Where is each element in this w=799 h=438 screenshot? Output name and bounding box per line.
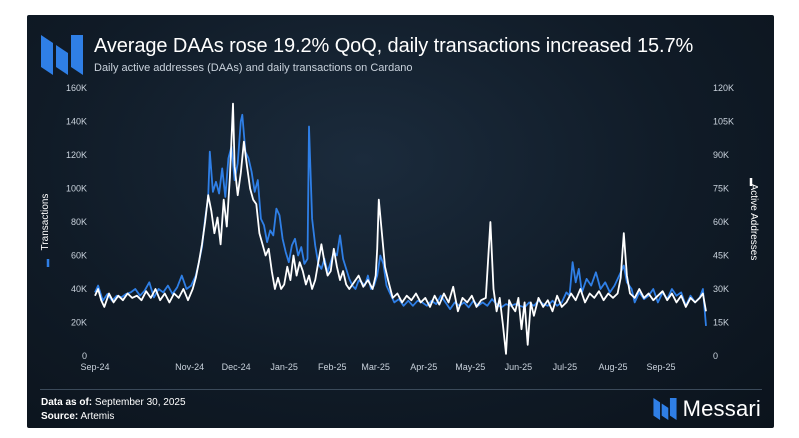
y-right-tick-label: 15K [713, 318, 729, 328]
active-addresses-line [94, 102, 707, 355]
y-right-tick-label: 105K [713, 117, 734, 127]
x-tick-label: Feb-25 [318, 362, 347, 372]
messari-brand-icon [653, 398, 677, 420]
x-tick-label: Nov-24 [175, 362, 204, 372]
x-tick-label: Apr-25 [410, 362, 437, 372]
x-tick-label: Sep-25 [647, 362, 676, 372]
x-tick-label: Jul-25 [553, 362, 578, 372]
y-left-tick-label: 120K [66, 150, 87, 160]
data-as-of: Data as of: September 30, 2025 [41, 397, 186, 408]
footer-divider [40, 389, 762, 390]
y-left-tick-label: 20K [71, 318, 87, 328]
y-right-tick-label: 75K [713, 184, 729, 194]
x-tick-label: Aug-25 [598, 362, 627, 372]
y-left-tick-label: 0 [82, 351, 87, 361]
y-right-tick-label: 45K [713, 251, 729, 261]
y-left-tick-label: 40K [71, 284, 87, 294]
y-left-axis-title: Transactions [40, 194, 51, 251]
x-tick-label: Jun-25 [505, 362, 533, 372]
line-chart: 0 20K 40K 60K 80K 100K 120K 140K 160K 0 15K 30K 45K 6… [40, 83, 759, 372]
chart-subtitle: Daily active addresses (DAAs) and daily … [94, 62, 413, 74]
x-tick-label: Dec-24 [222, 362, 251, 372]
y-right-tick-label: 90K [713, 150, 729, 160]
y-left-tick-label: 80K [71, 217, 87, 227]
y-left-tick-label: 140K [66, 117, 87, 127]
brand-name: Messari [682, 396, 761, 421]
y-right-tick-label: 60K [713, 217, 729, 227]
transactions-line [94, 113, 707, 326]
x-tick-label: Sep-24 [80, 362, 109, 372]
y-right-axis-title: Active Addresses [748, 184, 759, 261]
x-tick-label: Mar-25 [361, 362, 390, 372]
brand-mark: Messari [653, 396, 761, 422]
y-left-tick-label: 160K [66, 83, 87, 93]
y-left-tick-label: 60K [71, 251, 87, 261]
y-right-tick-label: 0 [713, 351, 718, 361]
source-note: Source: Artemis [41, 411, 115, 422]
messari-logo-icon [41, 35, 83, 75]
chart-card: Average DAAs rose 19.2% QoQ, daily trans… [27, 15, 774, 428]
y-right-tick-label: 30K [713, 284, 729, 294]
x-tick-label: Jan-25 [270, 362, 298, 372]
y-left-tick-label: 100K [66, 184, 87, 194]
y-right-tick-label: 120K [713, 83, 734, 93]
chart-title: Average DAAs rose 19.2% QoQ, daily trans… [94, 35, 694, 57]
x-tick-label: May-25 [455, 362, 485, 372]
